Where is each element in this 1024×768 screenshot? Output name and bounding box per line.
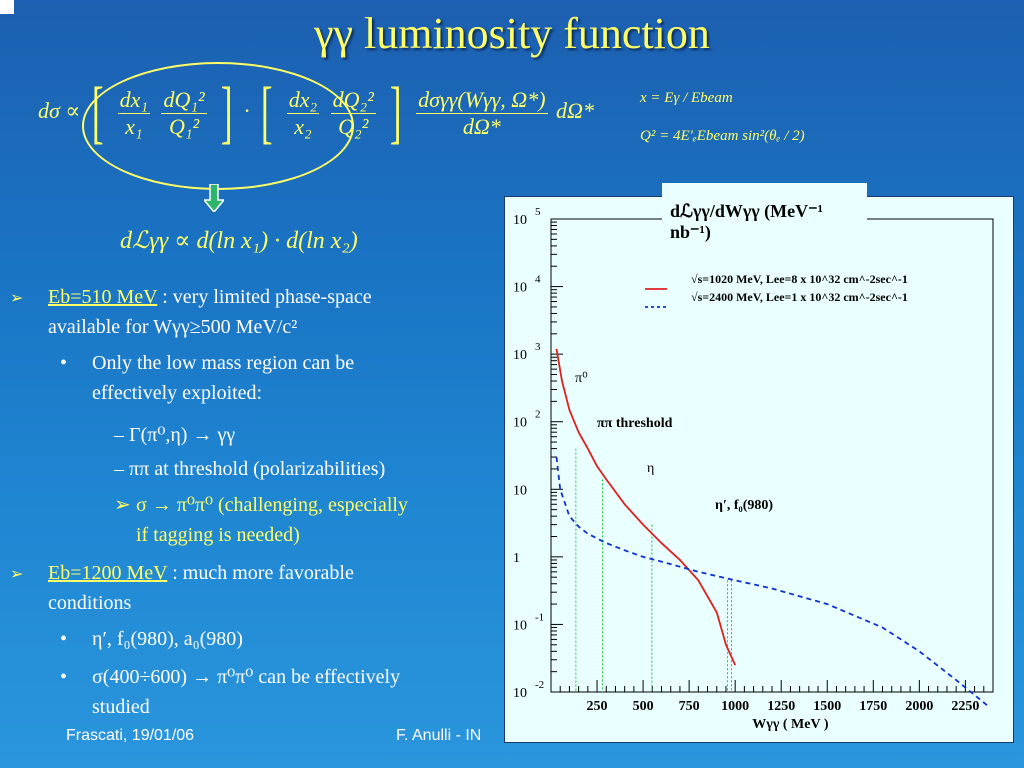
y-tick-label-exponent: 4 [535, 274, 541, 286]
luminosity-chart: 10 -2 10 -1 1 10 10 2 10 3 10 4 10 5 250 500 750 1000 1250… [504, 196, 1014, 743]
bullet-item-6: ➢ Eb=1200 MeV : much more favorable cond… [10, 562, 354, 614]
x-tick-label: 1750 [859, 699, 887, 714]
footer-date: Frascati, 19/01/06 [66, 727, 195, 744]
bracket-left-2: [ [260, 74, 273, 151]
y-tick-label: 1 [513, 551, 520, 566]
bracket-right-1: ] [220, 74, 233, 151]
x-axis-label: Wγγ ( MeV ) [752, 717, 829, 732]
q2-definition: Q² = 4E'ₑEbeam sin²(θₑ / 2) [640, 128, 805, 144]
dot-operator: · [243, 98, 250, 124]
slide-title: γγ luminosity function [314, 9, 710, 58]
chart-annotation: η′, f₀(980) [715, 498, 773, 513]
eb-510-link[interactable]: Eb=510 MeV [48, 286, 158, 308]
bullet-item-4: – ππ at threshold (polarizabilities) [114, 458, 386, 480]
y-tick-label: 10 [513, 416, 527, 431]
cross-section-formula: dσ ∝ [ dx₁ x₁ dQ₁² Q₁² ] · [ dx₂ x₂ dQ₂² Q₂²… [38, 78, 594, 148]
x-tick-label: 2250 [951, 699, 979, 714]
chart-ylabel-box: dℒγγ/dWγγ (MeV⁻¹ nb⁻¹) [662, 183, 867, 247]
y-tick-label: 10 [513, 618, 527, 633]
footer-author: F. Anulli - IN [396, 727, 482, 744]
formula-tail: dΩ* [556, 98, 594, 124]
x-tick-label: 1500 [813, 699, 841, 714]
bullet-item-5: ➢ σ → π⁰π⁰ (challenging, especially if t… [114, 494, 408, 546]
chart-svg: 10 -2 10 -1 1 10 10 2 10 3 10 4 10 5 250 500 750 1000 1250… [513, 206, 994, 732]
y-tick-label-exponent: -2 [535, 679, 544, 691]
y-tick-label-exponent: -1 [535, 611, 544, 623]
y-tick-label-exponent: 3 [535, 341, 541, 353]
bullet-item-3: – Γ(π⁰,η) → γγ [114, 424, 236, 446]
fraction-dq2: dQ₂² Q₂² [330, 86, 376, 139]
down-arrow-icon [204, 184, 224, 212]
bullet-item-2: • Only the low mass region can be effect… [60, 352, 355, 404]
bracket-left-1: [ [91, 74, 104, 151]
x-tick-label: 1000 [721, 699, 749, 714]
legend-label: √s=2400 MeV, Lee=1 x 10^32 cm^-2sec^-1 [691, 290, 908, 304]
x-tick-label: 1250 [767, 699, 795, 714]
fraction-dx2: dx₂ x₂ [286, 86, 320, 139]
chart-annotation: π⁰ [575, 371, 588, 386]
bracket-right-2: ] [390, 74, 402, 151]
y-tick-label: 10 [513, 483, 527, 498]
y-tick-label: 10 [513, 686, 527, 701]
bullet-item-7: • η′, f₀(980), a₀(980) [60, 628, 243, 650]
x-tick-label: 250 [587, 699, 608, 714]
y-tick-label-exponent: 2 [535, 409, 541, 421]
chart-ylabel: dℒγγ/dWγγ (MeV⁻¹ nb⁻¹) [670, 201, 824, 242]
corner-marker [0, 0, 14, 14]
legend-label: √s=1020 MeV, Lee=8 x 10^32 cm^-2sec^-1 [691, 272, 908, 286]
bullet-item-1: ➢ Eb=510 MeV : very limited phase-space … [10, 286, 372, 338]
y-tick-label: 10 [513, 281, 527, 296]
y-tick-label: 10 [513, 348, 527, 363]
luminosity-formula: dℒγγ ∝ d(ln x₁) · d(ln x₂) [120, 228, 358, 254]
x-tick-label: 2000 [905, 699, 933, 714]
fraction-cross-section: dσγγ(Wγγ, Ω*) dΩ* [416, 86, 548, 139]
x-tick-label: 500 [633, 699, 654, 714]
fraction-dq1: dQ₁² Q₁² [161, 86, 207, 139]
y-tick-label-exponent: 5 [535, 206, 541, 218]
chart-annotation: η [647, 461, 654, 476]
x-definition: x = Eγ / Ebeam [640, 90, 733, 106]
series-line-1 [555, 348, 737, 666]
bullet-item-8: • σ(400÷600) → π⁰π⁰ can be effectively s… [60, 666, 401, 718]
formula-lhs: dσ ∝ [38, 98, 81, 124]
eb-1200-link[interactable]: Eb=1200 MeV [48, 562, 168, 584]
series-line-2 [555, 456, 990, 708]
chart-annotation: ππ threshold [597, 416, 673, 431]
y-tick-label: 10 [513, 213, 527, 228]
fraction-dx1: dx₁ x₁ [117, 86, 150, 139]
x-tick-label: 750 [679, 699, 700, 714]
